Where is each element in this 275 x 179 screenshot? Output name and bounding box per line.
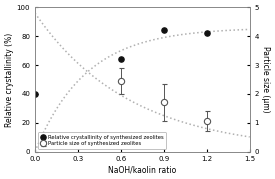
- Y-axis label: Particle size (μm): Particle size (μm): [261, 46, 270, 113]
- Relative crystallinity of synthesized zeolites: [205, 32, 209, 35]
- Y-axis label: Relative crystallinity (%): Relative crystallinity (%): [5, 32, 14, 127]
- Relative crystallinity of synthesized zeolites: [162, 29, 166, 32]
- Legend: Relative crystallinity of synthesized zeolites, Particle size of synthesized zeo: Relative crystallinity of synthesized ze…: [38, 132, 166, 149]
- Relative crystallinity of synthesized zeolites: [33, 92, 37, 95]
- X-axis label: NaOH/kaolin ratio: NaOH/kaolin ratio: [108, 165, 177, 174]
- Relative crystallinity of synthesized zeolites: [119, 58, 123, 61]
